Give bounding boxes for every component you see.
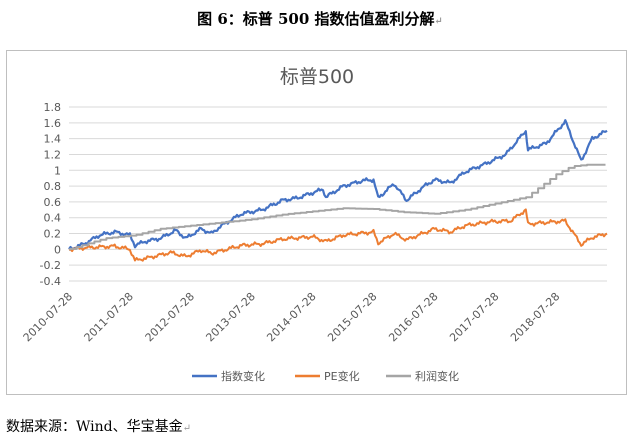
y-tick-label: 1: [54, 164, 61, 177]
line-chart: 标普500 1.8 1.6 1.4 1.2 1 0.8 0.6 0.4 0.2 0 -0.2 -0.4…: [7, 51, 626, 394]
series-line: [69, 120, 607, 249]
y-tick-label: 1.6: [44, 117, 62, 130]
x-axis-ticks: 2010-07-28 2011-07-28 2012-07-28 2013-07-28…: [21, 290, 563, 344]
x-tick-label: 2013-07-28: [203, 290, 257, 344]
y-axis-ticks: 1.8 1.6 1.4 1.2 1 0.8 0.6 0.4 0.2 0 -0.2 -0.4: [40, 101, 61, 288]
legend: 指数变化 PE变化 利润变化: [192, 369, 459, 383]
y-tick-label: 0: [54, 243, 61, 256]
figure-caption: 图 6：标普 500 指数估值盈利分解↵: [0, 8, 640, 29]
series-lines: [69, 120, 607, 261]
paragraph-mark: ↵: [435, 16, 443, 27]
x-tick-label: 2012-07-28: [143, 290, 197, 344]
y-tick-label: 0.6: [44, 196, 62, 209]
x-tick-label: 2010-07-28: [21, 290, 75, 344]
y-tick-label: -0.2: [40, 259, 61, 272]
legend-label: 指数变化: [221, 369, 265, 383]
legend-label: 利润变化: [415, 369, 459, 383]
chart-title: 标普500: [280, 66, 354, 88]
x-tick-label: 2018-07-28: [508, 290, 562, 344]
y-tick-label: 0.8: [44, 180, 62, 193]
y-tick-label: 0.4: [44, 212, 62, 225]
source-note: 数据来源：Wind、华宝基金↵: [6, 416, 191, 436]
y-tick-label: 1.4: [44, 133, 62, 146]
chart-frame: 标普500 1.8 1.6 1.4 1.2 1 0.8 0.6 0.4 0.2 0 -0.2 -0.4…: [6, 50, 627, 395]
source-note-text: 数据来源：Wind、华宝基金: [6, 419, 183, 435]
x-tick-label: 2016-07-28: [386, 290, 440, 344]
y-tick-label: 0.2: [44, 228, 62, 241]
figure-caption-text: 图 6：标普 500 指数估值盈利分解: [197, 10, 434, 28]
x-tick-label: 2015-07-28: [325, 290, 379, 344]
x-tick-label: 2017-07-28: [447, 290, 501, 344]
x-tick-label: 2014-07-28: [264, 290, 318, 344]
x-tick-label: 2011-07-28: [82, 290, 136, 344]
legend-label: PE变化: [324, 369, 360, 383]
paragraph-mark: ↵: [183, 423, 191, 434]
series-line: [69, 209, 607, 260]
y-tick-label: 1.8: [44, 101, 62, 114]
y-tick-label: -0.4: [40, 275, 61, 288]
y-tick-label: 1.2: [44, 148, 62, 161]
